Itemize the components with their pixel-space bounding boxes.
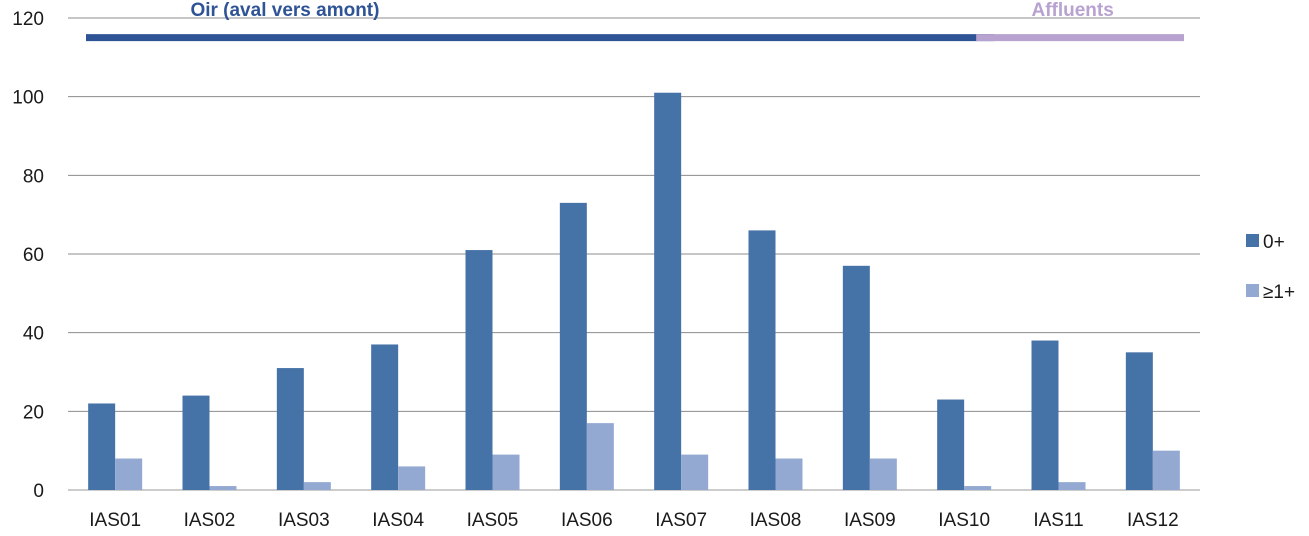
x-tick-label: IAS08 (750, 510, 802, 531)
x-tick-label: IAS07 (655, 510, 707, 531)
y-tick-label: 120 (12, 9, 44, 30)
bar-ias07-series-0 (654, 92, 682, 490)
bar-ias11-series-0 (1031, 340, 1059, 490)
x-tick-label: IAS02 (184, 510, 236, 531)
bar-ias03-series-0 (276, 368, 304, 490)
bar-ias01-series-0 (88, 403, 116, 490)
x-tick-label: IAS04 (372, 510, 424, 531)
annotation-label-1: Affluents (1031, 0, 1113, 21)
legend: 0+ ≥1+ (1246, 232, 1295, 303)
bar-ias08-series-1 (775, 458, 803, 490)
x-tick-label: IAS05 (467, 510, 519, 531)
y-tick-label: 80 (23, 166, 44, 187)
x-tick-label: IAS03 (278, 510, 330, 531)
x-tick-label: IAS09 (844, 510, 896, 531)
annotations: Oir (aval vers amont) Affluents (86, 0, 1184, 42)
bar-ias01-series-1 (115, 458, 143, 490)
bar-ias05-series-1 (492, 454, 520, 490)
bar-ias12-series-0 (1125, 352, 1153, 490)
bar-ias06-series-0 (559, 202, 587, 490)
bar-ias08-series-0 (748, 230, 776, 490)
y-tick-label: 20 (23, 402, 44, 423)
legend-label-1: ≥1+ (1263, 282, 1295, 303)
x-tick-label: IAS10 (938, 510, 990, 531)
bar-ias07-series-1 (681, 454, 709, 490)
bar-ias11-series-1 (1058, 482, 1086, 490)
x-tick-label: IAS06 (561, 510, 613, 531)
bar-ias02-series-1 (209, 486, 237, 490)
x-tick-label: IAS01 (89, 510, 141, 531)
bar-ias12-series-1 (1152, 450, 1180, 490)
bar-ias05-series-0 (465, 250, 493, 490)
gridlines (68, 17, 1200, 491)
x-tick-label: IAS11 (1033, 510, 1083, 531)
y-tick-label: 100 (12, 88, 44, 109)
bar-ias10-series-0 (937, 399, 965, 490)
bar-ias04-series-0 (371, 344, 399, 490)
legend-label-0: 0+ (1263, 232, 1285, 253)
bar-ias10-series-1 (964, 486, 992, 490)
x-axis: IAS01 IAS02 IAS03 IAS04 IAS05 IAS06 IAS07 IAS08… (89, 510, 1178, 531)
bar-ias09-series-0 (842, 265, 870, 490)
y-axis-ticks: 0 20 40 60 80 100 120 (12, 9, 44, 502)
legend-swatch-1 (1246, 284, 1259, 297)
bar-ias09-series-1 (869, 458, 897, 490)
bar-ias02-series-0 (182, 395, 210, 490)
y-tick-label: 40 (23, 324, 44, 345)
bar-ias03-series-1 (303, 482, 331, 490)
legend-swatch-0 (1246, 234, 1259, 247)
annotation-label-0: Oir (aval vers amont) (190, 0, 379, 21)
y-tick-label: 0 (33, 481, 44, 502)
bars (88, 92, 1180, 490)
bar-ias06-series-1 (586, 423, 614, 490)
x-tick-label: IAS12 (1127, 510, 1179, 531)
bar-ias04-series-1 (398, 466, 426, 490)
y-tick-label: 60 (23, 245, 44, 266)
